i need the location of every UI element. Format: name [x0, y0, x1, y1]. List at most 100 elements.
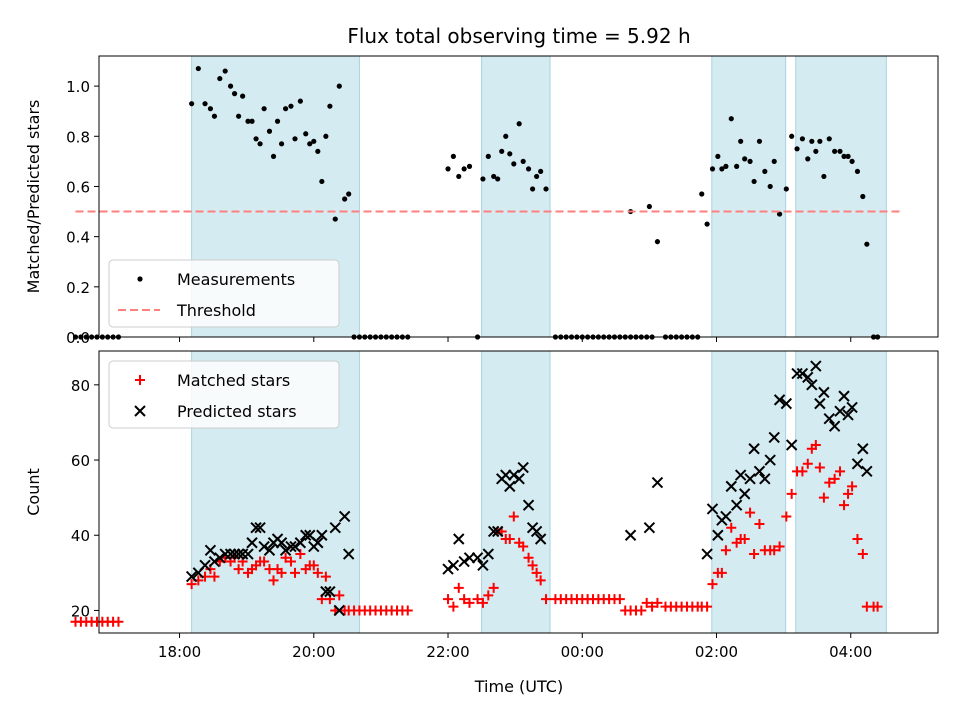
predicted-star-point	[842, 409, 854, 421]
measurement-point	[699, 191, 705, 197]
legend-marker	[137, 276, 143, 282]
predicted-star-point	[487, 525, 500, 538]
matched-star-point	[541, 594, 552, 605]
measurement-point	[207, 106, 214, 112]
x-tick-label: 20:00	[292, 643, 335, 661]
matched-star-point	[716, 567, 727, 578]
x-axis-label: Time (UTC)	[474, 677, 563, 696]
x-tick-label: 04:00	[829, 643, 872, 661]
measurement-point	[222, 68, 228, 74]
predicted-star-point	[851, 458, 864, 470]
predicted-star-point	[764, 454, 776, 466]
measurement-point	[456, 173, 462, 180]
matched-star-point	[781, 511, 792, 522]
measurement-point	[466, 163, 473, 169]
measurement-point	[738, 138, 744, 144]
observing-interval	[795, 55, 887, 338]
matched-star-point	[769, 545, 780, 556]
predicted-star-point	[300, 529, 312, 541]
x-tick-label: 02:00	[695, 643, 738, 661]
matched-star-point	[464, 597, 475, 608]
predicted-star-point	[834, 405, 846, 417]
measurement-point	[274, 118, 281, 124]
predicted-star-point	[624, 529, 637, 541]
measurement-point	[319, 178, 325, 185]
measurement-point	[245, 118, 251, 124]
matched-star-point	[504, 534, 515, 544]
measurement-point	[767, 183, 773, 190]
measurement-point	[217, 75, 223, 82]
predicted-star-point	[333, 604, 345, 617]
predicted-star-point	[810, 360, 822, 372]
legend-box	[108, 360, 340, 429]
y-tick-label: 1.0	[66, 78, 90, 96]
matched-star-point	[472, 594, 483, 605]
x-tick-label: 00:00	[561, 643, 604, 661]
predicted-star-point	[275, 537, 288, 549]
matched-star-point	[527, 560, 538, 571]
measurement-point	[809, 138, 815, 144]
predicted-star-point	[806, 379, 818, 391]
observing-interval	[481, 55, 551, 338]
predicted-star-point	[250, 522, 262, 534]
predicted-star-point	[342, 548, 355, 560]
matched-star-point	[872, 601, 883, 612]
predicted-star-point	[324, 585, 336, 598]
matched-star-point	[535, 575, 546, 586]
predicted-star-point	[453, 533, 465, 545]
predicted-star-point	[285, 540, 297, 553]
legend: Measurements Threshold	[108, 259, 340, 328]
predicted-star-point	[316, 529, 328, 541]
matched-star-point	[810, 440, 821, 450]
measurement-point	[849, 158, 855, 164]
predicted-star-point	[329, 522, 341, 534]
y-axis-label: Matched/Predicted stars	[24, 100, 43, 294]
predicted-star-point	[818, 386, 830, 399]
measurement-point	[450, 153, 456, 159]
matched-star-point	[707, 579, 718, 590]
predicted-star-point	[773, 394, 786, 406]
matched-star-point	[814, 462, 825, 473]
measurement-point	[342, 196, 348, 202]
predicted-star-point	[320, 585, 332, 598]
predicted-star-point	[185, 570, 198, 583]
matched-star-point	[829, 473, 840, 484]
predicted-star-point	[823, 412, 835, 425]
measurement-point	[783, 186, 789, 192]
predicted-star-point	[513, 473, 525, 485]
measurement-point	[240, 93, 246, 99]
matched-star-point	[113, 616, 124, 627]
predicted-star-point	[534, 533, 547, 545]
measurement-point	[704, 221, 710, 227]
matched-star-point	[652, 597, 663, 608]
matched-star-point	[824, 477, 835, 488]
predicted-star-point	[838, 390, 850, 402]
y-tick-label: 0.0	[66, 329, 90, 347]
predicted-star-point	[477, 559, 489, 572]
predicted-star-point	[857, 443, 869, 455]
legend-label: Measurements	[177, 270, 295, 289]
matched-star-point	[835, 466, 846, 477]
measurement-point	[231, 91, 238, 97]
matched-star-point	[280, 552, 291, 563]
matched-star-point	[641, 597, 652, 608]
predicted-star-point	[802, 371, 814, 384]
measurement-point	[799, 136, 806, 142]
matched-star-point	[285, 556, 296, 567]
measurement-point	[762, 168, 768, 175]
matched-star-point	[523, 552, 534, 563]
matched-star-point	[186, 579, 197, 590]
predicted-star-point	[846, 401, 858, 414]
predicted-star-point	[748, 443, 760, 455]
measurement-point	[837, 148, 843, 154]
measurement-point	[771, 158, 777, 164]
plot-layer	[70, 360, 883, 627]
predicted-star-point	[199, 559, 211, 572]
measurement-point	[723, 163, 729, 169]
predicted-star-point	[458, 555, 470, 568]
measurement-point	[257, 141, 263, 147]
measurement-point	[480, 176, 486, 182]
predicted-star-point	[643, 522, 656, 534]
y-tick-label: 80	[71, 377, 90, 395]
predicted-star-point	[232, 548, 245, 560]
